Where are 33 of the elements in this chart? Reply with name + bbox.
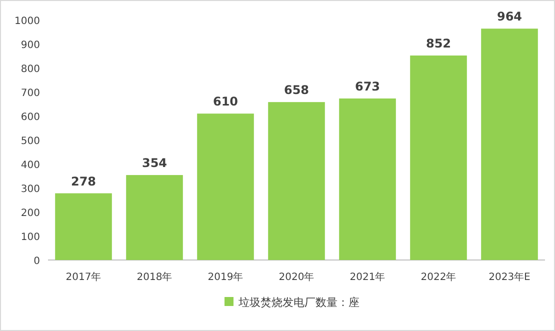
y-tick-label: 100 (20, 232, 40, 243)
y-tick-label: 0 (34, 256, 40, 267)
x-tick-label: 2022年 (420, 271, 456, 283)
x-tick-label: 2018年 (136, 271, 172, 283)
x-tick-label: 2021年 (350, 271, 386, 283)
y-tick-label: 1000 (14, 16, 40, 27)
y-tick-label: 600 (20, 112, 40, 123)
y-tick-label: 300 (20, 184, 40, 195)
bar (410, 56, 467, 260)
data-label: 278 (70, 174, 96, 188)
data-label: 673 (354, 79, 380, 94)
bar (268, 102, 325, 260)
data-label: 852 (426, 36, 452, 51)
y-tick-label: 400 (20, 160, 40, 171)
bar (339, 98, 396, 260)
bar (126, 175, 183, 260)
y-tick-label: 500 (20, 136, 40, 147)
y-tick-label: 800 (20, 64, 40, 75)
y-tick-label: 900 (20, 40, 40, 51)
y-tick-label: 700 (20, 88, 40, 99)
data-label: 610 (212, 94, 238, 109)
bar (55, 193, 112, 260)
bar (481, 28, 538, 260)
data-label: 964 (496, 10, 522, 24)
legend-label: 垃圾焚烧发电厂数量：座 (238, 296, 360, 309)
x-tick-label: 2020年 (278, 271, 314, 283)
y-tick-label: 200 (20, 208, 40, 219)
x-tick-label: 2019年 (208, 271, 244, 283)
data-label: 354 (142, 156, 168, 170)
x-tick-label: 2017年 (66, 271, 102, 283)
data-label: 658 (284, 83, 310, 98)
bar (197, 114, 254, 260)
x-tick-label: 2023年E (488, 271, 530, 283)
